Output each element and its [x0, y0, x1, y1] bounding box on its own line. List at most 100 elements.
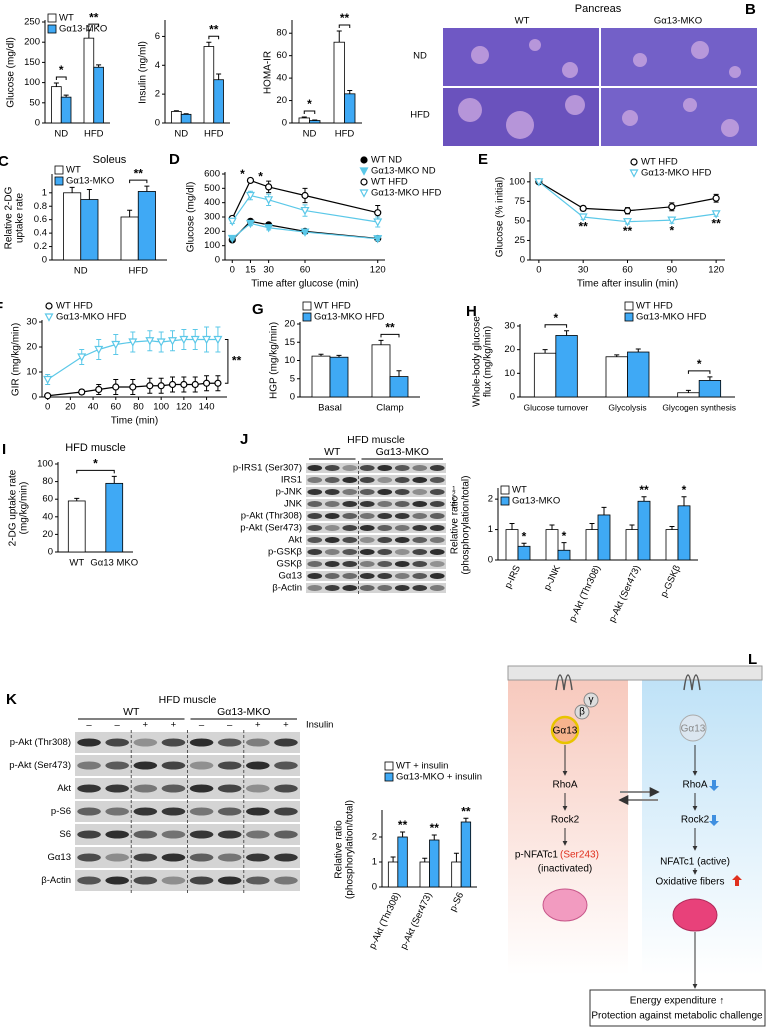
x-tick-label: Glycogen synthesis	[662, 402, 736, 412]
marker	[44, 392, 52, 400]
treatment: –	[115, 720, 121, 731]
band	[377, 513, 393, 519]
band	[307, 537, 323, 543]
band	[307, 477, 323, 483]
legend-swatch	[624, 312, 634, 322]
y-tick-label: 0	[48, 547, 53, 558]
band	[377, 465, 393, 471]
bar	[637, 500, 651, 561]
band	[246, 876, 270, 885]
significance: **	[340, 11, 350, 25]
panel-label: C	[0, 153, 9, 170]
blot-strip	[306, 487, 446, 497]
band	[105, 784, 129, 793]
band	[246, 830, 270, 839]
y-tick-label: 300	[204, 212, 220, 223]
x-tick-label: 60	[622, 265, 633, 276]
significance: **	[579, 220, 589, 234]
marker	[668, 203, 676, 211]
band	[394, 501, 410, 507]
band	[105, 876, 129, 885]
treatment-label: Insulin	[306, 720, 333, 731]
bar	[517, 545, 531, 561]
band	[133, 807, 158, 816]
error-bar	[86, 29, 92, 39]
band	[377, 477, 393, 483]
x-tick-label: ND	[303, 129, 317, 140]
bar	[344, 93, 356, 124]
chart: 0 2 4 6 Insulin (ng/ml) ND HFD **	[138, 20, 230, 140]
band	[307, 513, 323, 519]
marker	[146, 382, 154, 390]
band	[105, 830, 129, 839]
outcome: Oxidative fibers	[656, 877, 725, 888]
band	[359, 525, 375, 531]
band	[105, 738, 129, 747]
band	[274, 876, 298, 885]
bar	[389, 376, 409, 398]
column-label: Gα13-MKO	[654, 16, 702, 27]
significance: **	[398, 818, 408, 832]
column-label: WT	[515, 16, 530, 27]
y-tick-label: 0	[32, 392, 37, 403]
marker	[246, 176, 255, 185]
row-label: p-Akt (Thr308)	[10, 737, 71, 748]
y-axis-label: Glucose (mg/dl)	[6, 37, 17, 108]
chart: 0 10 20 30 GIR (mg/kg/min) Time (min) F WT HFDG…	[0, 299, 242, 427]
band	[412, 513, 428, 519]
significance: **	[232, 354, 242, 368]
band	[189, 830, 214, 839]
band	[394, 489, 410, 495]
band	[324, 465, 340, 471]
band	[342, 513, 358, 519]
band	[161, 807, 186, 816]
significance: **	[623, 224, 633, 238]
row-label: GSKβ	[276, 559, 302, 570]
y-axis-label: Glucose (% initial)	[495, 177, 506, 258]
legend-label: WT ND	[371, 155, 402, 166]
band	[412, 573, 428, 579]
group-label: Gα13-MKO	[376, 446, 429, 458]
band	[324, 585, 340, 591]
bracket	[88, 23, 100, 28]
band	[377, 549, 393, 555]
band	[307, 501, 323, 507]
legend-label: Gα13-MKO	[512, 496, 560, 507]
step: RhoA	[682, 780, 707, 791]
significance: **	[461, 804, 471, 818]
subunit	[583, 692, 599, 708]
row-label: β-Actin	[41, 875, 71, 886]
bracket	[687, 370, 711, 374]
y-tick-label: 80	[42, 476, 53, 487]
band	[217, 784, 242, 793]
marker	[157, 382, 165, 390]
marker	[227, 234, 237, 244]
marker	[300, 206, 310, 216]
marker	[45, 302, 53, 310]
band	[412, 525, 428, 531]
y-tick-label: 0.2	[34, 241, 47, 252]
bar	[333, 41, 345, 124]
bar	[93, 66, 104, 124]
y-tick-label: 75	[514, 196, 525, 207]
legend-swatch	[54, 176, 64, 186]
band	[324, 537, 340, 543]
band	[394, 465, 410, 471]
band	[394, 561, 410, 567]
y-tick-label: 150	[24, 57, 40, 68]
group-label: WT	[324, 446, 341, 458]
bar	[585, 529, 599, 561]
y-tick-label: 0	[488, 555, 493, 566]
error-bar	[301, 116, 307, 118]
error-bar	[669, 526, 675, 530]
membrane	[507, 665, 763, 681]
band	[359, 585, 375, 591]
band	[342, 525, 358, 531]
band	[189, 853, 214, 862]
error-bar	[336, 354, 342, 358]
x-tick-label: 100	[153, 402, 169, 413]
legend-label: WT HFD	[56, 301, 93, 312]
band	[324, 501, 340, 507]
significance: *	[553, 311, 558, 325]
